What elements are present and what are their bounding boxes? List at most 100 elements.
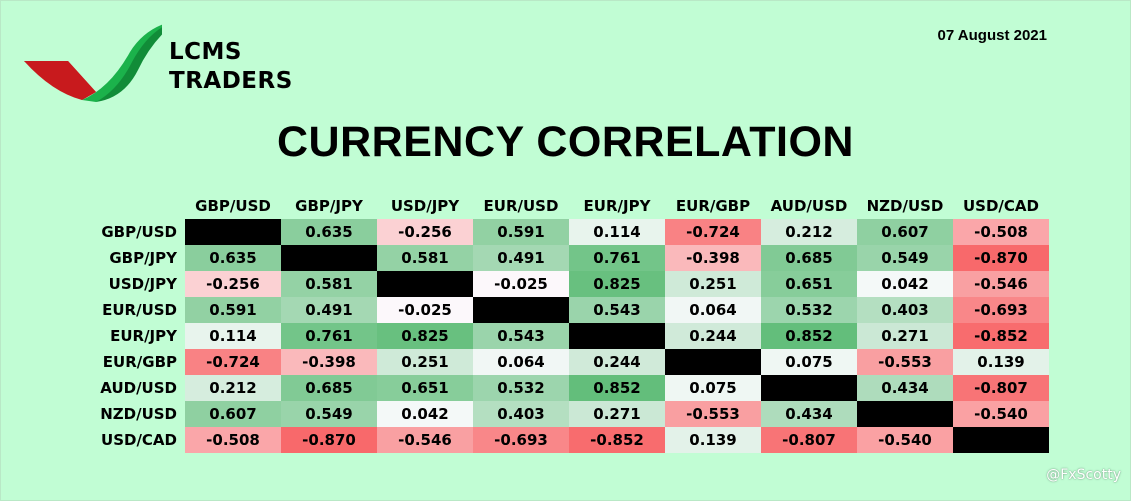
correlation-cell: -0.546: [953, 271, 1049, 297]
diagonal-cell: [665, 349, 761, 375]
correlation-cell: 0.825: [569, 271, 665, 297]
column-label: NZD/USD: [866, 197, 944, 215]
correlation-cell: 0.114: [185, 323, 281, 349]
correlation-cell: 0.549: [281, 401, 377, 427]
correlation-cell: 0.491: [281, 297, 377, 323]
matrix-row: NZD/USD 0.607 0.549 0.042 0.403 0.271 -0.553 0.…: [83, 401, 1049, 427]
correlation-cell: -0.724: [665, 219, 761, 245]
diagonal-cell: [281, 245, 377, 271]
correlation-cell: -0.256: [377, 219, 473, 245]
correlation-cell: 0.064: [665, 297, 761, 323]
correlation-cell: 0.532: [761, 297, 857, 323]
correlation-cell: 0.212: [185, 375, 281, 401]
diagonal-cell: [185, 219, 281, 245]
correlation-cell: 0.549: [857, 245, 953, 271]
diagonal-cell: [761, 375, 857, 401]
correlation-cell: 0.532: [473, 375, 569, 401]
correlation-cell: 0.543: [473, 323, 569, 349]
column-label: USD/CAD: [963, 197, 1039, 215]
checkmark-swoosh-icon: [24, 24, 162, 102]
row-label: USD/JPY: [108, 275, 177, 293]
correlation-cell: 0.042: [857, 271, 953, 297]
correlation-cell: -0.693: [473, 427, 569, 453]
brand-line-1: LCMS: [169, 39, 242, 65]
report-date: 07 August 2021: [937, 27, 1048, 44]
matrix-row: GBP/JPY 0.635 0.581 0.491 0.761 -0.398 0.685 0.…: [83, 245, 1049, 271]
correlation-cell: -0.724: [185, 349, 281, 375]
correlation-cell: 0.581: [377, 245, 473, 271]
matrix-row: EUR/GBP -0.724 -0.398 0.251 0.064 0.244 0.075-…: [83, 349, 1049, 375]
correlation-cell: -0.852: [569, 427, 665, 453]
correlation-cell: 0.075: [665, 375, 761, 401]
brand-line-2: TRADERS: [169, 68, 293, 94]
correlation-matrix: GBP/USD GBP/JPY USD/JPY EUR/USD EUR/JPY EUR/G…: [83, 193, 1049, 453]
correlation-cell: 0.761: [281, 323, 377, 349]
correlation-cell: 0.607: [185, 401, 281, 427]
row-label: GBP/USD: [101, 223, 177, 241]
correlation-cell: -0.546: [377, 427, 473, 453]
correlation-cell: 0.114: [569, 219, 665, 245]
diagonal-cell: [377, 271, 473, 297]
matrix-body: GBP/USD 0.635 -0.256 0.591 0.114 -0.724 0.212 0…: [83, 219, 1049, 453]
brand-name: LCMS TRADERS: [169, 38, 293, 96]
column-label: EUR/USD: [483, 197, 559, 215]
matrix-row: AUD/USD 0.212 0.685 0.651 0.532 0.852 0.075 0.4…: [83, 375, 1049, 401]
lcms-traders-logo: LCMS TRADERS: [22, 18, 312, 108]
row-label: EUR/JPY: [110, 327, 177, 345]
correlation-cell: -0.398: [281, 349, 377, 375]
row-label: AUD/USD: [100, 379, 177, 397]
correlation-cell: 0.635: [185, 245, 281, 271]
correlation-cell: -0.508: [185, 427, 281, 453]
diagonal-cell: [857, 401, 953, 427]
matrix-row: EUR/JPY 0.114 0.761 0.825 0.543 0.244 0.852 0.2…: [83, 323, 1049, 349]
column-label: AUD/USD: [770, 197, 848, 215]
correlation-cell: 0.042: [377, 401, 473, 427]
column-label: GBP/USD: [195, 197, 271, 215]
correlation-cell: 0.685: [761, 245, 857, 271]
correlation-cell: 0.434: [761, 401, 857, 427]
correlation-cell: 0.761: [569, 245, 665, 271]
diagonal-cell: [569, 323, 665, 349]
correlation-cell: 0.271: [569, 401, 665, 427]
column-label: EUR/GBP: [675, 197, 751, 215]
correlation-cell: 0.607: [857, 219, 953, 245]
correlation-cell: 0.403: [473, 401, 569, 427]
correlation-cell: -0.807: [953, 375, 1049, 401]
correlation-cell: -0.870: [953, 245, 1049, 271]
column-header-row: GBP/USD GBP/JPY USD/JPY EUR/USD EUR/JPY EUR/G…: [83, 193, 1049, 219]
correlation-cell: 0.075: [761, 349, 857, 375]
row-label: GBP/JPY: [109, 249, 177, 267]
column-label: EUR/JPY: [583, 197, 651, 215]
correlation-cell: 0.244: [665, 323, 761, 349]
column-label: USD/JPY: [390, 197, 460, 215]
correlation-cell: 0.651: [377, 375, 473, 401]
diagonal-cell: [953, 427, 1049, 453]
correlation-cell: -0.025: [473, 271, 569, 297]
row-label: EUR/GBP: [102, 353, 177, 371]
correlation-cell: 0.139: [665, 427, 761, 453]
correlation-cell: 0.064: [473, 349, 569, 375]
correlation-cell: 0.434: [857, 375, 953, 401]
correlation-cell: 0.651: [761, 271, 857, 297]
correlation-cell: 0.591: [185, 297, 281, 323]
matrix-row: EUR/USD 0.591 0.491 -0.025 0.543 0.064 0.532 0.…: [83, 297, 1049, 323]
correlation-cell: -0.807: [761, 427, 857, 453]
correlation-cell: 0.212: [761, 219, 857, 245]
matrix-row: USD/JPY -0.256 0.581 -0.025 0.825 0.251 0.651 0…: [83, 271, 1049, 297]
correlation-cell: 0.852: [569, 375, 665, 401]
correlation-cell: -0.693: [953, 297, 1049, 323]
correlation-cell: -0.540: [953, 401, 1049, 427]
diagonal-cell: [473, 297, 569, 323]
correlation-cell: 0.403: [857, 297, 953, 323]
correlation-cell: 0.251: [665, 271, 761, 297]
correlation-cell: 0.244: [569, 349, 665, 375]
correlation-cell: 0.543: [569, 297, 665, 323]
watermark: @FxScotty: [1046, 467, 1121, 483]
chart-title: CURRENCY CORRELATION: [277, 118, 854, 166]
matrix-row: GBP/USD 0.635 -0.256 0.591 0.114 -0.724 0.212 0…: [83, 219, 1049, 245]
correlation-cell: 0.852: [761, 323, 857, 349]
correlation-cell: -0.025: [377, 297, 473, 323]
correlation-cell: 0.685: [281, 375, 377, 401]
correlation-cell: 0.581: [281, 271, 377, 297]
correlation-cell: -0.852: [953, 323, 1049, 349]
